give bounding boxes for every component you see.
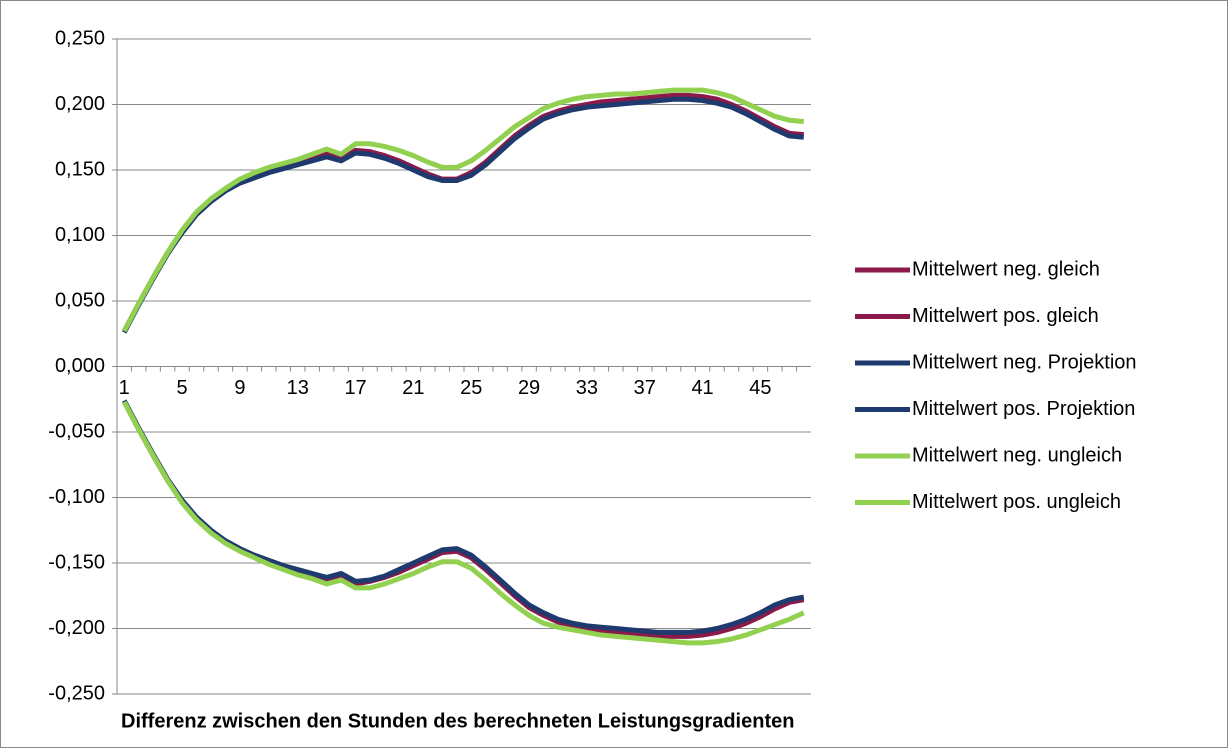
y-tick-label: 0,200 <box>55 93 105 115</box>
x-tick-label: 5 <box>177 377 188 399</box>
series-line <box>122 87 804 333</box>
legend-label: Mittelwert pos. ungleich <box>912 491 1121 513</box>
x-tick-label: 9 <box>234 377 245 399</box>
series-line <box>122 96 804 334</box>
x-tick-label: 33 <box>576 377 598 399</box>
x-tick-label: 21 <box>402 377 424 399</box>
x-tick-label: 41 <box>691 377 713 399</box>
series-line <box>122 400 805 646</box>
legend-label: Mittelwert neg. gleich <box>912 258 1100 280</box>
x-tick-label: 1 <box>119 377 130 399</box>
y-tick-label: 0,250 <box>55 27 105 49</box>
y-tick-label: -0,250 <box>48 682 105 704</box>
legend-label: Mittelwert pos. Projektion <box>912 398 1135 420</box>
y-tick-label: -0,150 <box>48 551 105 573</box>
legend-label: Mittelwert pos. gleich <box>912 305 1099 327</box>
x-axis-label: Differenz zwischen den Stunden des berec… <box>121 710 794 732</box>
x-tick-label: 37 <box>634 377 656 399</box>
y-tick-label: 0,050 <box>55 289 105 311</box>
x-tick-label: 13 <box>287 377 309 399</box>
legend-label: Mittelwert neg. Projektion <box>912 351 1137 373</box>
y-tick-label: -0,200 <box>48 617 105 639</box>
x-tick-label: 17 <box>344 377 366 399</box>
x-tick-label: 29 <box>518 377 540 399</box>
y-tick-label: -0,100 <box>48 486 105 508</box>
y-tick-label: 0,100 <box>55 224 105 246</box>
y-tick-label: 0,150 <box>55 158 105 180</box>
y-tick-label: 0,000 <box>55 355 105 377</box>
y-tick-label: -0,050 <box>48 420 105 442</box>
x-tick-label: 45 <box>749 377 771 399</box>
x-tick-label: 25 <box>460 377 482 399</box>
legend-label: Mittelwert neg. ungleich <box>912 444 1122 466</box>
